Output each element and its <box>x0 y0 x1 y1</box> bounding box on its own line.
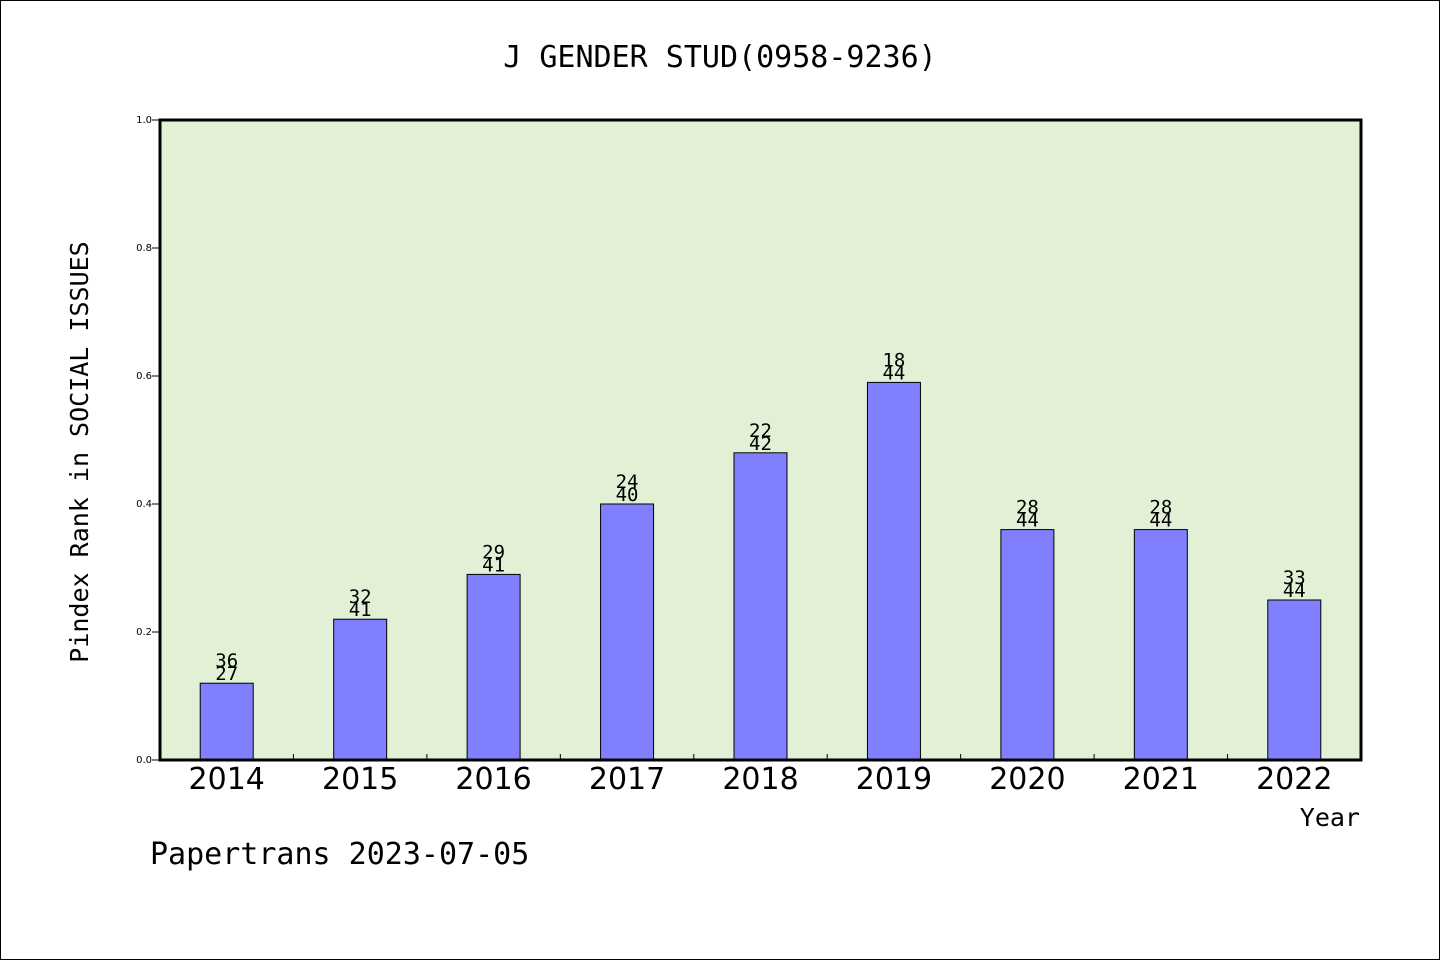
chart-title: J GENDER STUD(0958-9236) <box>503 40 936 75</box>
bar <box>199 682 254 761</box>
bar <box>1267 599 1322 761</box>
x-axis: 2014 2015 2016 2017 2018 2019 2020 2021 2022 <box>189 754 1332 797</box>
bar <box>733 452 788 761</box>
bar-label-bottom: 41 <box>482 554 505 576</box>
bar-label-top: 22 <box>749 420 772 442</box>
bar-label-bottom: 42 <box>749 433 772 455</box>
footer-credit: Papertrans 2023-07-05 <box>150 837 529 872</box>
x-tick-label: 2022 <box>1256 762 1332 797</box>
bar-label-top: 28 <box>1149 497 1172 519</box>
bar-label-bottom: 27 <box>215 663 238 685</box>
x-tick-label: 2014 <box>189 762 265 797</box>
bar <box>333 618 388 761</box>
bar-label-bottom: 44 <box>1016 510 1039 532</box>
bar-label-bottom: 44 <box>1283 580 1306 602</box>
bar-label-top: 18 <box>882 349 905 371</box>
y-axis-label: Pindex Rank in SOCIAL ISSUES <box>65 241 94 662</box>
y-axis: 0.0 0.2 0.4 0.6 0.8 1.0 <box>136 115 160 766</box>
bar-label-top: 24 <box>616 471 639 493</box>
plot-border <box>158 118 1363 762</box>
bar <box>466 573 521 761</box>
x-tick-label: 2021 <box>1123 762 1199 797</box>
x-tick-label: 2017 <box>589 762 665 797</box>
bar-label-bottom: 41 <box>349 599 372 621</box>
bar-label-bottom: 44 <box>882 362 905 384</box>
x-tick-label: 2019 <box>856 762 932 797</box>
bar-label-bottom: 44 <box>1149 510 1172 532</box>
x-tick-label: 2016 <box>455 762 531 797</box>
bar-label-bottom: 40 <box>616 484 639 506</box>
y-tick-label: 0.2 <box>136 627 152 638</box>
bar-label-top: 32 <box>349 586 372 608</box>
y-tick-label: 0.4 <box>136 499 152 510</box>
x-tick-label: 2018 <box>722 762 798 797</box>
bar <box>1000 529 1055 761</box>
bar <box>600 503 655 761</box>
x-tick-label: 2020 <box>989 762 1065 797</box>
y-tick-label: 0.0 <box>136 755 152 766</box>
bar-label-top: 28 <box>1016 497 1039 519</box>
x-tick-label: 2015 <box>322 762 398 797</box>
bar <box>1133 529 1188 761</box>
bar-label-top: 33 <box>1283 567 1306 589</box>
bar <box>866 381 921 761</box>
x-axis-label: Year <box>1300 803 1360 832</box>
y-tick-label: 1.0 <box>136 115 152 126</box>
y-tick-label: 0.8 <box>136 243 152 254</box>
y-tick-label: 0.6 <box>136 371 152 382</box>
bar-label-top: 29 <box>482 541 505 563</box>
bar-label-top: 36 <box>215 650 238 672</box>
